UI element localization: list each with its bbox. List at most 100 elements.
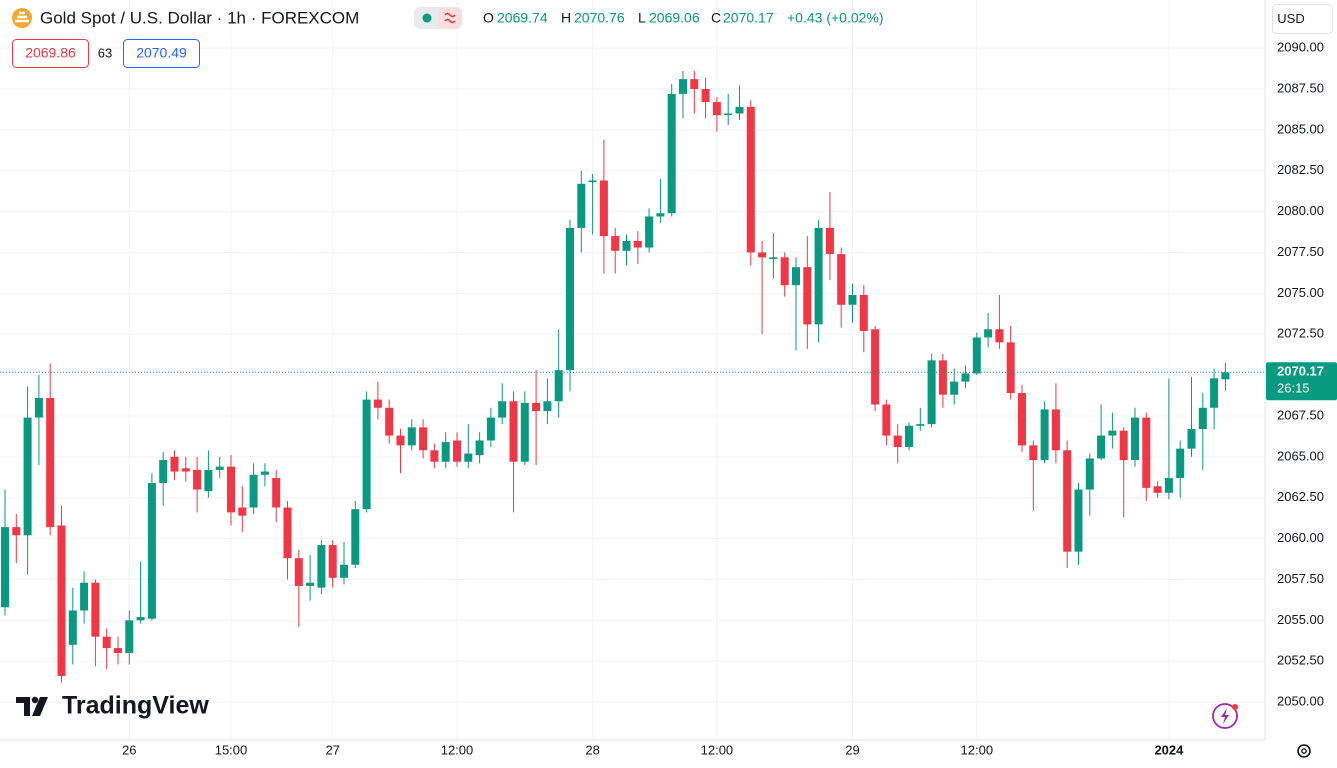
candle-body	[362, 399, 371, 510]
candles	[0, 70, 1265, 683]
candle-body	[599, 180, 608, 237]
candle-body	[1131, 417, 1139, 461]
bolt-button[interactable]	[1212, 703, 1238, 729]
candle-body	[464, 453, 473, 462]
candle-body	[306, 582, 315, 586]
y-tick-label: 2080.00	[1277, 203, 1324, 218]
ohlc-letter: C	[711, 10, 721, 26]
candle-body	[509, 401, 518, 462]
candle-body	[780, 257, 789, 286]
candle-body	[927, 360, 936, 425]
y-tick-label: 2077.50	[1277, 244, 1324, 259]
candle-body	[430, 450, 439, 462]
candle-body	[825, 227, 834, 255]
symbol-icon-bars	[15, 11, 29, 23]
candle-body	[407, 427, 416, 446]
y-tick-label: 2065.00	[1277, 448, 1324, 463]
candle-body	[679, 79, 687, 94]
candle-body	[905, 425, 913, 448]
ohlc-letter: O	[483, 10, 494, 26]
candle-body	[181, 468, 190, 472]
candle-body	[961, 373, 970, 382]
x-tick-label: 27	[325, 742, 339, 757]
x-tick-label: 15:00	[215, 742, 248, 757]
candle-body	[690, 79, 699, 89]
candle-body	[1074, 489, 1083, 552]
candle-body	[317, 545, 326, 588]
candle-body	[453, 440, 461, 462]
candle-body	[746, 106, 755, 253]
candle-body	[1097, 435, 1106, 459]
candle-body	[1187, 429, 1196, 449]
candle-body	[91, 582, 100, 637]
candle-body	[543, 401, 552, 412]
candle-body	[938, 360, 947, 395]
candle-body	[1040, 409, 1049, 461]
candle-body	[34, 397, 43, 418]
candle-body	[995, 329, 1004, 343]
candle-body	[859, 294, 868, 331]
x-tick-label: 29	[845, 742, 859, 757]
candle-body	[1153, 486, 1162, 493]
buy-button[interactable]	[123, 39, 200, 68]
candle-body	[260, 471, 269, 475]
last-price-label: 2070.17	[1277, 364, 1324, 379]
candle-body	[57, 525, 66, 676]
candle-body	[102, 636, 111, 649]
ohlc-legend: O 2069.74 H 2070.76 L 2069.06 C 2070.17	[483, 10, 774, 26]
symbol-title[interactable]: Gold Spot / U.S. Dollar · 1h · FOREXCOM	[40, 8, 359, 27]
candle-body	[622, 240, 631, 251]
candle-body	[1198, 407, 1207, 430]
y-tick-label: 2085.00	[1277, 121, 1324, 136]
grid	[0, 0, 1265, 740]
candle-body	[837, 254, 846, 305]
ask: 2070.49	[136, 45, 187, 61]
candle-body	[68, 610, 77, 645]
candle-body	[1142, 417, 1151, 488]
candle-body	[792, 267, 800, 286]
ohlc-value: 2070.76	[574, 10, 625, 26]
y-tick-label: 2055.00	[1277, 612, 1324, 627]
ohlc-letter: H	[561, 10, 571, 26]
ohlc-letter: L	[638, 10, 646, 26]
candle-body	[758, 252, 767, 258]
ohlc-value: 2069.06	[649, 10, 700, 26]
bolt-dot	[1232, 704, 1238, 710]
candle-body	[1176, 448, 1185, 479]
currency-button[interactable]	[1272, 4, 1333, 34]
spread: 63	[98, 45, 112, 60]
candle-body	[1006, 342, 1015, 394]
candle-body	[1063, 450, 1072, 552]
market-open-dot	[422, 13, 432, 23]
candle-body	[554, 370, 563, 402]
brand-logo	[16, 696, 48, 716]
candle-body	[419, 427, 428, 451]
y-tick-label: 2052.50	[1277, 653, 1324, 668]
settings-button[interactable]	[1297, 744, 1311, 758]
candle-body	[520, 402, 529, 462]
candle-body	[724, 113, 733, 116]
candle-body	[1, 527, 9, 608]
x-tick-label: 12:00	[701, 742, 734, 757]
candle-body	[1029, 445, 1038, 461]
candle-body	[193, 469, 202, 490]
market-status-closed	[438, 7, 462, 29]
candle-body	[294, 558, 303, 586]
candle-body	[475, 440, 484, 456]
candle-body	[633, 240, 642, 248]
candle-body	[272, 478, 281, 508]
candle-body	[23, 417, 32, 536]
candle-body	[972, 337, 981, 374]
last-price-box	[1266, 362, 1337, 401]
axis-labels: 2050.00 2052.50 2055.00 2057.50 2060.00 2062.…	[122, 40, 1337, 757]
candle-body	[588, 180, 597, 183]
countdown: 26:15	[1277, 381, 1310, 396]
ohlc-value: 2069.74	[497, 10, 548, 26]
brand: TradingView	[62, 692, 209, 720]
candle-body	[667, 93, 676, 214]
sell-button[interactable]	[12, 39, 89, 68]
candle-body	[498, 401, 507, 418]
settings-icon	[1301, 748, 1307, 754]
candle-body	[769, 257, 778, 259]
